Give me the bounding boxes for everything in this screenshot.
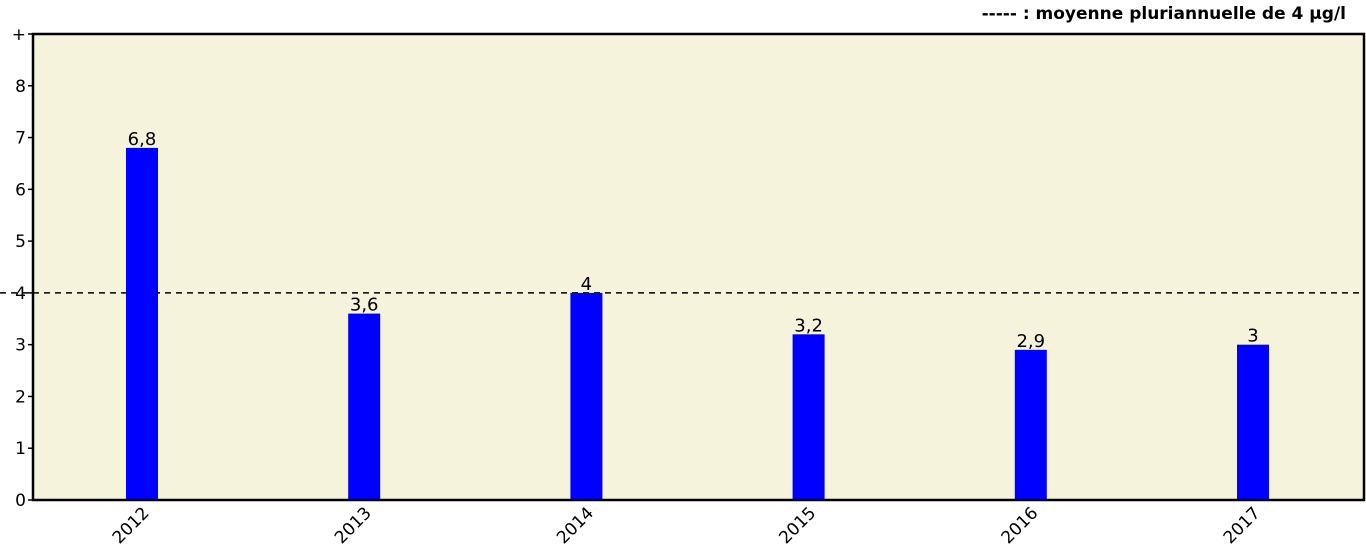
- bar-2013: [348, 313, 381, 500]
- plot-frame: [31, 32, 1366, 502]
- value-label-2014: 4: [581, 274, 592, 295]
- bar-2012: [126, 147, 158, 500]
- y-tick-label-9: +: [12, 25, 26, 45]
- bar-2014: [570, 292, 603, 500]
- y-tick-label-3: 3: [15, 336, 26, 356]
- x-tick-label-2012: 2012: [109, 503, 154, 548]
- bar-2017: [1237, 344, 1269, 500]
- y-tick-label-7: 7: [15, 129, 26, 149]
- y-tick-label-8: 8: [15, 77, 26, 97]
- y-tick-label-1: 1: [15, 439, 26, 459]
- value-label-2015: 3,2: [794, 315, 823, 336]
- y-tick-label-6: 6: [15, 180, 26, 200]
- value-label-2013: 3,6: [350, 295, 379, 316]
- reference-line-legend: ----- : moyenne pluriannuelle de 4 µg/l: [981, 4, 1346, 24]
- x-tick-label-2015: 2015: [775, 503, 820, 548]
- value-label-2017: 3: [1247, 326, 1258, 347]
- plot-area: [33, 34, 1364, 500]
- y-tick-label-2: 2: [15, 387, 26, 407]
- value-label-2012: 6,8: [128, 129, 157, 150]
- y-tick-label-5: 5: [15, 232, 26, 252]
- bar-2015: [792, 334, 825, 500]
- y-tick-label-4: 4: [15, 284, 26, 304]
- x-tick-label-2017: 2017: [1220, 503, 1265, 548]
- y-tick-label-0: 0: [15, 491, 26, 511]
- x-tick-label-2014: 2014: [553, 503, 598, 548]
- bar-2016: [1014, 349, 1047, 500]
- value-label-2016: 2,9: [1016, 331, 1045, 352]
- x-tick-label-2013: 2013: [331, 503, 376, 548]
- x-tick-label-2016: 2016: [998, 503, 1043, 548]
